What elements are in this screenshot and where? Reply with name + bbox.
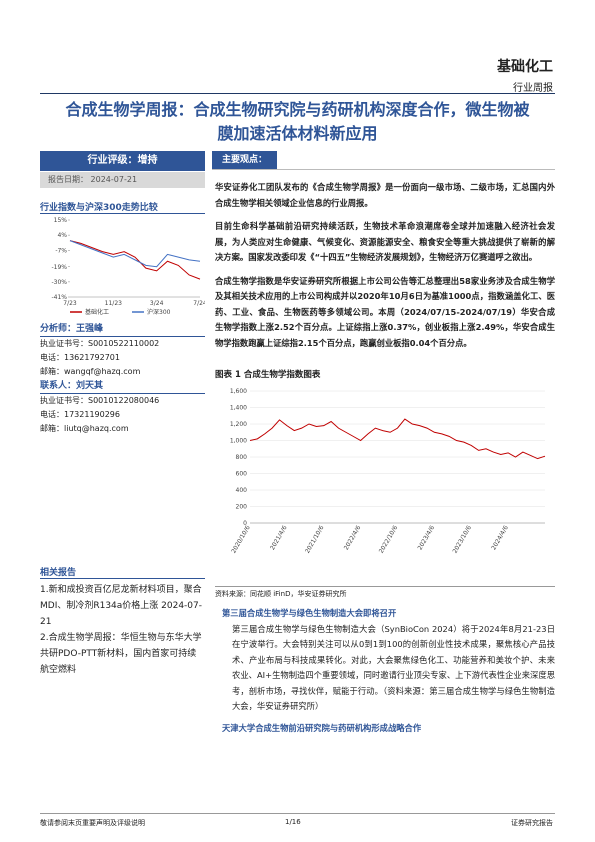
y-tick-label: -19% xyxy=(51,264,67,271)
body: 华安证券化工团队发布的《合成生物学周报》是一份面向一级市场、二级市场，汇总国内外… xyxy=(215,180,555,351)
news-title: 天津大学合成生物前沿研究院与药研机构形成战略合作 xyxy=(222,722,422,733)
analyst-line: 执业证书号：S0010522110002 xyxy=(40,339,160,348)
y-tick-label: -7% xyxy=(55,247,67,254)
analyst-name: 分析师：王强峰 xyxy=(40,322,205,337)
y-tick-label: 1,200 xyxy=(230,421,247,428)
x-tick-label: 3/24 xyxy=(150,300,164,307)
y-tick-label: 1,600 xyxy=(230,388,247,395)
x-tick-label: 2022/4/6 xyxy=(343,524,363,551)
figure-title: 图表 1 合成生物学指数图表 xyxy=(215,370,321,380)
x-tick-label: 11/23 xyxy=(105,300,122,307)
contact-name: 联系人：刘天其 xyxy=(40,379,205,394)
y-tick-label: 4% xyxy=(57,232,67,239)
contact-line: 电话：17321190296 xyxy=(40,410,120,419)
analyst-line: 电话：13621792701 xyxy=(40,353,120,362)
news-title: 第三届合成生物学与绿色生物制造大会即将召开 xyxy=(222,608,397,618)
x-tick-label: 2021/4/6 xyxy=(269,524,289,551)
y-tick-label: 800 xyxy=(236,454,248,461)
rule xyxy=(40,93,555,94)
paragraph: 目前生命科学基础前沿研究持续活跃，生物技术革命浪潮席卷全球并加速融入经济社会发展… xyxy=(215,221,555,262)
news-body: 第三届合成生物学与绿色生物制造大会（SynBioCon 2024）将于2024年… xyxy=(232,623,555,712)
paragraph: 华安证券化工团队发布的《合成生物学周报》是一份面向一级市场、二级市场，汇总国内外… xyxy=(215,182,555,208)
footer-disclaimer: 敬请参阅末页重要声明及评级说明 xyxy=(40,819,145,827)
news: 第三届合成生物学与绿色生物制造大会即将召开 第三届合成生物学与绿色生物制造大会（… xyxy=(222,606,555,736)
related-item: 1.新和成投资百亿尼龙新材料项目，聚合MDI、制冷剂R134a价格上涨 2024… xyxy=(40,585,203,627)
x-tick-label: 2022/10/6 xyxy=(378,524,400,554)
main-heading: 主要观点： xyxy=(212,151,277,169)
company: 基础化工 xyxy=(497,59,553,75)
y-tick-label: 1,400 xyxy=(230,405,247,412)
x-tick-label: 2021/10/6 xyxy=(304,524,326,554)
y-tick-label: 15% xyxy=(54,217,68,224)
related-title: 相关报告 xyxy=(40,565,205,579)
figure-chart: 0 200 400 600 800 1,000 1,200 1,400 1,600 2020/10… xyxy=(230,388,546,555)
y-tick-label: 400 xyxy=(236,487,248,494)
figure-source: 资料来源：同花顺 iFinD，华安证券研究所 xyxy=(215,586,555,599)
contact-line: 邮箱：liutq@hazq.com xyxy=(40,424,129,433)
x-tick-label: 7/24 xyxy=(193,300,205,307)
y-tick-label: 0 xyxy=(243,520,247,527)
y-tick-label: -30% xyxy=(51,279,67,286)
y-tick-label: 600 xyxy=(236,471,248,478)
rule xyxy=(40,813,555,814)
heading-bar: 主要观点： xyxy=(212,151,555,170)
legend-label: 基础化工 xyxy=(85,308,109,316)
page-number: 1/16 xyxy=(285,818,301,826)
legend-label: 沪深300 xyxy=(147,308,171,316)
rating: 行业评级：增持 xyxy=(40,151,205,171)
report-date: 报告日期： 2024-07-21 xyxy=(40,172,205,188)
y-tick-label: 200 xyxy=(236,504,248,511)
index-title: 行业指数与沪深300走势比较 xyxy=(40,200,205,214)
contact-line: 执业证书号：S0010122080046 xyxy=(40,396,160,405)
report-type: 行业周报 xyxy=(513,83,553,94)
related-item: 2.合成生物学周报：华恒生物与东华大学共研PDO-PTT新材料，国内首家可持续航… xyxy=(40,633,202,675)
line xyxy=(249,418,546,460)
x-tick-label: 2023/4/6 xyxy=(417,524,437,551)
paragraph: 合成生物学指数是华安证券研究所根据上市公司公告等汇总整理出58家业务涉及合成生物… xyxy=(215,275,555,348)
analyst: 分析师：王强峰 执业证书号：S0010522110002 电话：13621792… xyxy=(40,322,205,436)
line xyxy=(69,240,201,280)
related-list: 1.新和成投资百亿尼龙新材料项目，聚合MDI、制冷剂R134a价格上涨 2024… xyxy=(40,582,205,678)
x-tick-label: 2023/10/6 xyxy=(452,524,474,554)
x-tick-label: 2024/4/6 xyxy=(490,524,510,551)
index-chart: 15% 4% -7% -19% -30% -41%7/23 11/23 3/24 7/24 基础化… xyxy=(51,217,205,316)
analyst-line: 邮箱：wangqf@hazq.com xyxy=(40,367,141,376)
title: 合成生物学周报：合成生物研究院与药研机构深度合作，微生物被膜加速活体材料新应用 xyxy=(65,100,530,143)
footer-label: 证券研究报告 xyxy=(511,819,553,827)
y-tick-label: -41% xyxy=(51,294,67,301)
y-tick-label: 1,000 xyxy=(230,438,247,445)
x-tick-label: 2020/10/6 xyxy=(230,524,252,554)
line xyxy=(69,240,201,268)
x-tick-label: 7/23 xyxy=(63,300,77,307)
